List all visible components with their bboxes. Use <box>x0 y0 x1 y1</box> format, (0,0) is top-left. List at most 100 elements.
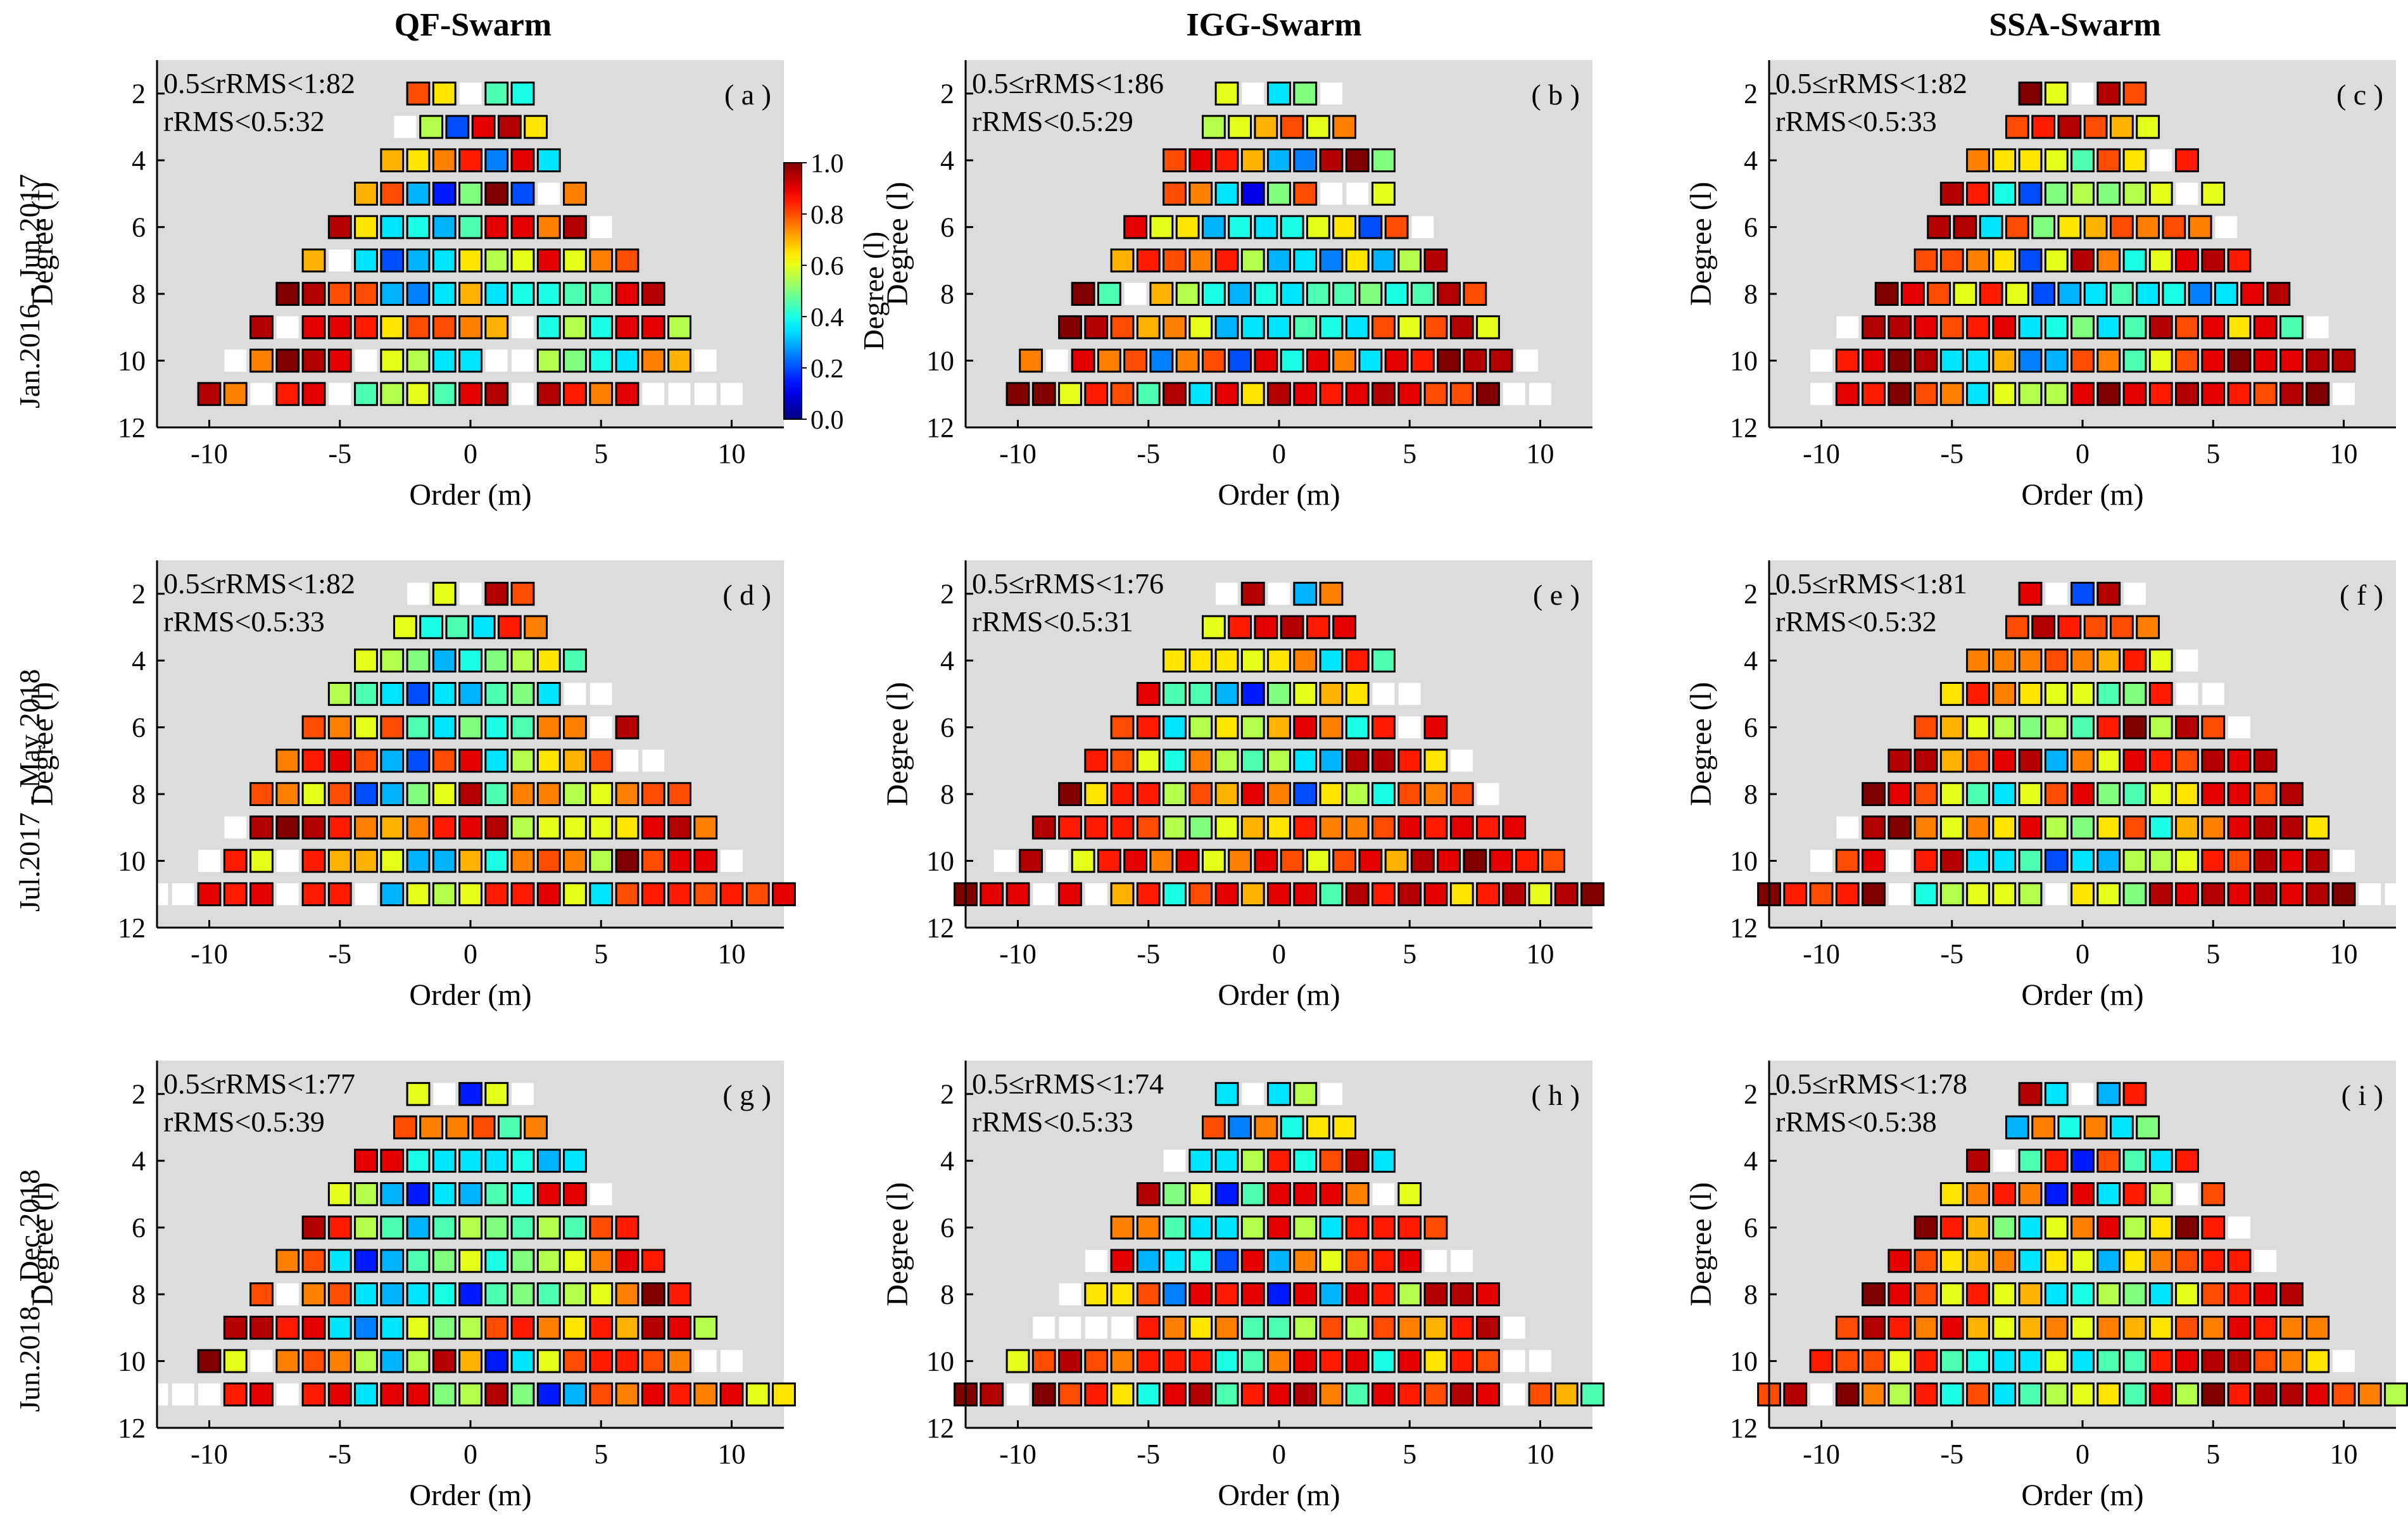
panel-a-cell <box>301 382 326 407</box>
panel-d-empty-cell <box>407 583 429 605</box>
panel-e-cell <box>1110 815 1135 840</box>
panel-a-cell <box>432 182 457 206</box>
panel-f-cell <box>2031 615 2056 640</box>
panel-g-cell <box>772 1382 796 1407</box>
panel-f-cell <box>1888 782 1912 806</box>
panel-a-empty-cell <box>694 350 717 372</box>
panel-d-y-tick-label: 8 <box>132 779 146 810</box>
panel-b-cell <box>1384 282 1409 306</box>
panel-c-cell <box>1992 182 2017 206</box>
panel-a-cell <box>406 382 431 407</box>
panel-b-axes <box>964 60 1592 429</box>
panel-e-cell <box>1371 748 1396 773</box>
panel-b-cell <box>1188 148 1213 173</box>
panel-i-cell <box>2201 1349 2226 1373</box>
panel-i-cell <box>1966 1249 1990 1273</box>
panel-f-cell <box>2096 848 2121 873</box>
panel-e-cell <box>1554 882 1579 907</box>
panel-i-cell <box>1913 1282 1938 1306</box>
panel-h-cell <box>1267 1149 1291 1173</box>
panel-c-y-tick-label: 4 <box>1744 145 1758 176</box>
panel-d-cell <box>563 815 587 840</box>
panel-c-cell <box>2031 282 2056 306</box>
panel-g-cell <box>406 1249 431 1273</box>
colorbar-tick-label: 0.4 <box>810 303 844 332</box>
panel-e-cell <box>1110 715 1135 740</box>
panel-d-cell <box>536 715 561 740</box>
panel-g-cell <box>536 1282 561 1306</box>
panel-i-cell <box>2175 1382 2199 1407</box>
panel-c-cell <box>2044 382 2069 407</box>
panel-h-cell <box>1371 1315 1396 1340</box>
panel-c-cell <box>1992 348 2017 373</box>
panel-d-cell <box>432 882 457 907</box>
panel-b-cell <box>1293 382 1318 407</box>
panel-d-y-tick-label: 6 <box>132 712 146 743</box>
panel-b-cell <box>1163 382 1187 407</box>
panel-d-cell <box>563 782 587 806</box>
panel-f-cell <box>2005 615 2029 640</box>
panel-b-x-tick-label: 5 <box>1403 438 1416 469</box>
panel-c-cell <box>1913 248 1938 273</box>
panel-a-cell <box>380 182 405 206</box>
panel-f-stat-line-1: 0.5≤rRMS<1:81 <box>1775 567 1967 600</box>
panel-a-cell <box>458 315 482 339</box>
panel-c-cell <box>1966 348 1990 373</box>
panel-e-empty-cell <box>1085 883 1107 905</box>
panel-f-cell <box>2253 815 2278 840</box>
panel-i-cell <box>1835 1315 1860 1340</box>
panel-d-cell <box>484 581 509 606</box>
panel-b-cell <box>1280 348 1304 373</box>
panel-a-cell <box>536 148 561 173</box>
panel-f-empty-cell <box>2045 583 2068 605</box>
panel-i-cell <box>1939 1249 1964 1273</box>
panel-h-cell <box>1240 1315 1265 1340</box>
panel-c-cell <box>2044 315 2069 339</box>
panel-a-empty-cell <box>512 316 534 339</box>
panel-a-empty-cell <box>250 382 273 405</box>
panel-i-cell <box>1888 1349 1912 1373</box>
panel-f-cell <box>2148 782 2173 806</box>
panel-f-cell <box>1966 748 1990 773</box>
panel-f-cell <box>1913 815 1938 840</box>
panel-c-cell <box>2071 148 2095 173</box>
panel-g-cell <box>589 1282 614 1306</box>
panel-i-cell <box>2096 1182 2121 1206</box>
panel-e-cell <box>1240 782 1265 806</box>
panel-d-cell <box>589 748 614 773</box>
panel-e-cell <box>1293 682 1318 706</box>
panel-f-y-axis-label: Degree (l) <box>1684 682 1718 806</box>
panel-a-cell <box>667 315 691 339</box>
panel-a-cell <box>458 248 482 273</box>
panel-g-cell <box>406 1215 431 1240</box>
panel-c-x-tick-label: 10 <box>2330 438 2358 469</box>
panel-f-cell <box>2279 782 2304 806</box>
panel-e-cell <box>1071 848 1095 873</box>
panel-e-cell <box>1123 848 1148 873</box>
colorbar-tick-label: 1.0 <box>810 149 844 179</box>
panel-a-cell <box>380 282 405 306</box>
panel-d-cell <box>536 882 561 907</box>
panel-b-cell <box>1476 382 1500 407</box>
panel-e-cell <box>1214 815 1239 840</box>
panel-g-cell <box>589 1249 614 1273</box>
panel-b-stat-line-2: rRMS<0.5:29 <box>972 105 1133 137</box>
panel-e-cell <box>1502 882 1527 907</box>
panel-a-y-tick-label: 2 <box>132 79 146 110</box>
panel-a-cell <box>589 282 614 306</box>
panel-g-cell <box>536 1149 561 1173</box>
panel-b-cell <box>1188 382 1213 407</box>
panel-c-empty-cell <box>1836 316 1859 339</box>
panel-i-cell <box>2018 1282 2043 1306</box>
panel-e-cell <box>1502 815 1527 840</box>
panel-f-cell <box>1835 848 1860 873</box>
panel-d-cell <box>510 682 535 706</box>
panel-f-cell <box>2148 848 2173 873</box>
panel-a-cell <box>563 382 587 407</box>
panel-i-cell <box>2384 1382 2408 1407</box>
panel-e-cell <box>1345 682 1370 706</box>
panel-f-y-tick-label: 2 <box>1744 579 1758 610</box>
panel-e-cell <box>1371 882 1396 907</box>
panel-c-cell <box>2305 382 2330 407</box>
panel-h-cell <box>1319 1149 1344 1173</box>
